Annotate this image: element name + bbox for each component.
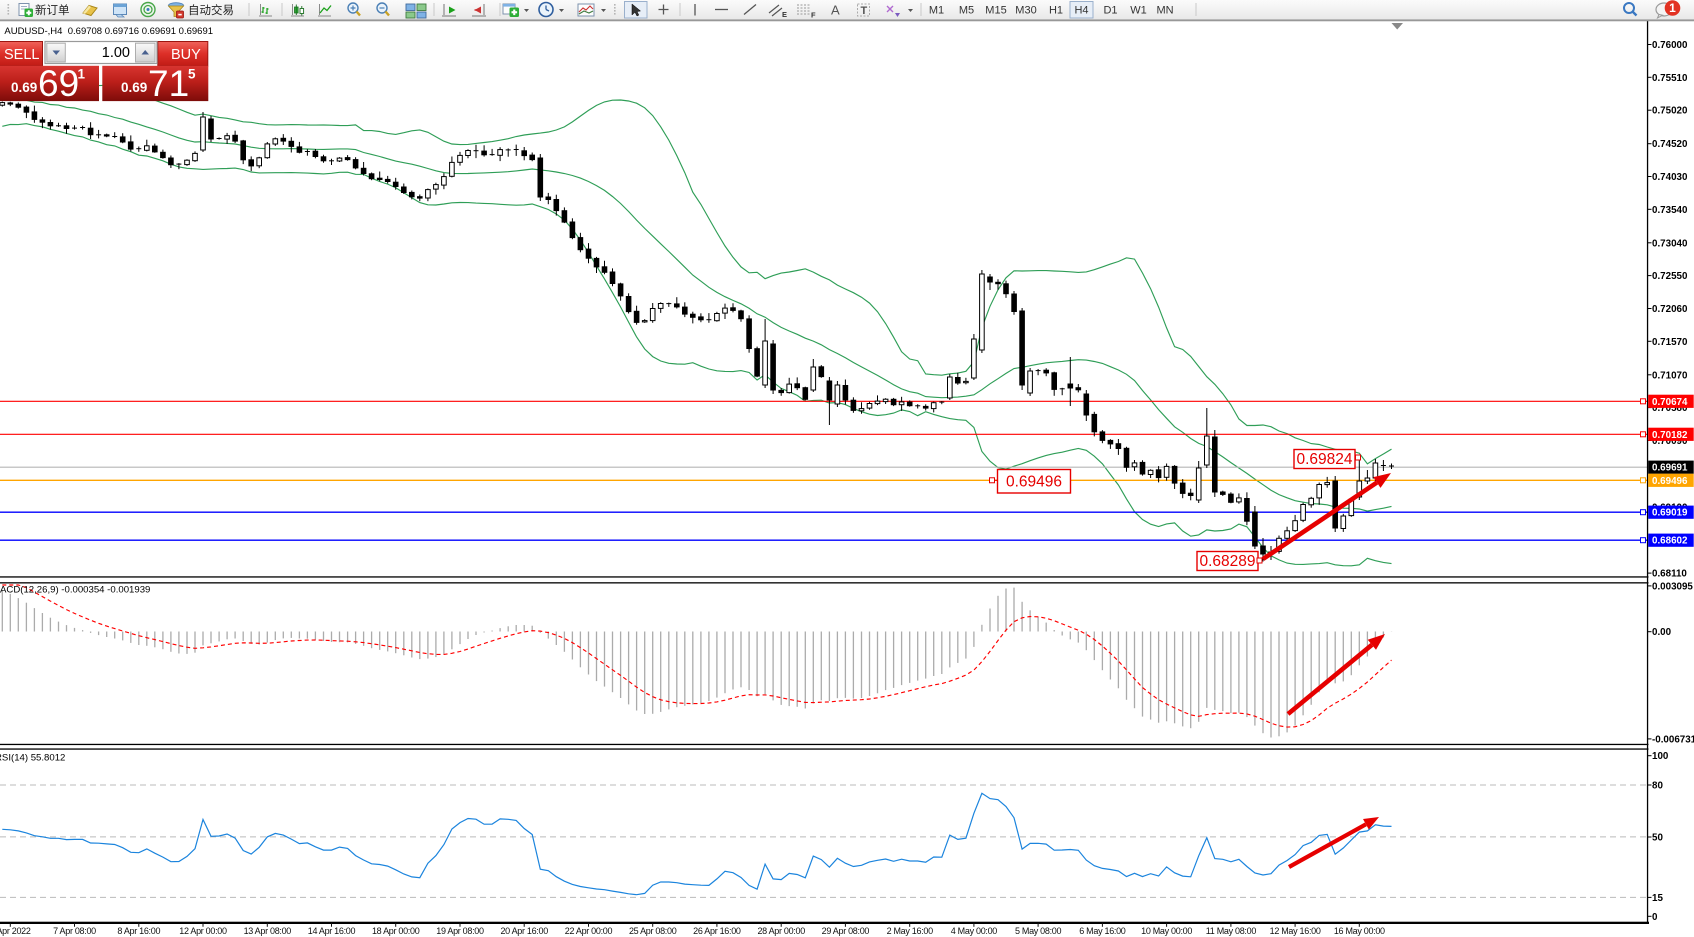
svg-text:0.68289: 0.68289 xyxy=(1199,553,1255,570)
svg-text:自动交易: 自动交易 xyxy=(188,3,234,17)
svg-text:0.73540: 0.73540 xyxy=(1652,205,1688,216)
svg-text:E: E xyxy=(782,10,787,19)
svg-text:0.75020: 0.75020 xyxy=(1652,106,1688,117)
svg-text:MACD(12,26,9) -0.000354 -0.001: MACD(12,26,9) -0.000354 -0.001939 xyxy=(0,585,150,596)
svg-text:5: 5 xyxy=(188,67,196,82)
svg-text:D1: D1 xyxy=(1103,5,1117,17)
svg-text:26 Apr 16:00: 26 Apr 16:00 xyxy=(693,926,741,936)
svg-text:14 Apr 16:00: 14 Apr 16:00 xyxy=(308,926,356,936)
svg-text:0.68602: 0.68602 xyxy=(1652,536,1688,547)
svg-text:11 May 08:00: 11 May 08:00 xyxy=(1206,926,1257,936)
svg-text:M5: M5 xyxy=(959,5,974,17)
svg-text:7 Apr 08:00: 7 Apr 08:00 xyxy=(53,926,96,936)
svg-text:0.69: 0.69 xyxy=(11,80,37,95)
svg-text:50: 50 xyxy=(1652,833,1663,844)
svg-text:12 May 16:00: 12 May 16:00 xyxy=(1270,926,1321,936)
svg-text:15: 15 xyxy=(1652,893,1663,904)
svg-text:29 Apr 08:00: 29 Apr 08:00 xyxy=(822,926,870,936)
svg-text:0.72060: 0.72060 xyxy=(1652,304,1688,315)
svg-text:0.75510: 0.75510 xyxy=(1652,73,1688,84)
svg-text:0.69: 0.69 xyxy=(121,80,147,95)
svg-text:W1: W1 xyxy=(1130,5,1147,17)
svg-text:4 May 00:00: 4 May 00:00 xyxy=(951,926,998,936)
svg-text:0.70580: 0.70580 xyxy=(1652,403,1688,414)
svg-text:71: 71 xyxy=(148,63,189,104)
svg-text:5 May 08:00: 5 May 08:00 xyxy=(1015,926,1062,936)
svg-text:0.76000: 0.76000 xyxy=(1652,40,1688,51)
svg-text:69: 69 xyxy=(38,63,79,104)
svg-text:新订单: 新订单 xyxy=(35,3,70,17)
svg-text:28 Apr 00:00: 28 Apr 00:00 xyxy=(757,926,805,936)
svg-text:0.72550: 0.72550 xyxy=(1652,271,1688,282)
svg-text:A: A xyxy=(831,3,840,18)
svg-text:18 Apr 00:00: 18 Apr 00:00 xyxy=(372,926,420,936)
svg-text:8 Apr 16:00: 8 Apr 16:00 xyxy=(117,926,160,936)
svg-text:1: 1 xyxy=(1669,1,1676,15)
svg-text:0.69824: 0.69824 xyxy=(1296,451,1352,468)
svg-text:22 Apr 00:00: 22 Apr 00:00 xyxy=(565,926,613,936)
svg-text:SELL: SELL xyxy=(4,47,39,63)
svg-text:M30: M30 xyxy=(1015,5,1036,17)
svg-text:RSI(14) 55.8012: RSI(14) 55.8012 xyxy=(0,753,65,764)
svg-text:0.003095: 0.003095 xyxy=(1652,581,1693,592)
svg-text:80: 80 xyxy=(1652,781,1663,792)
svg-text:-0.006731: -0.006731 xyxy=(1652,734,1694,745)
svg-text:AUDUSD-,H4 0.69708 0.69716 0.: AUDUSD-,H4 0.69708 0.69716 0.69691 0.696… xyxy=(4,26,213,37)
svg-text:1.00: 1.00 xyxy=(102,45,130,61)
svg-text:20 Apr 16:00: 20 Apr 16:00 xyxy=(500,926,548,936)
svg-text:T: T xyxy=(861,5,868,17)
svg-text:0.70090: 0.70090 xyxy=(1652,436,1688,447)
svg-text:6 May 16:00: 6 May 16:00 xyxy=(1079,926,1126,936)
svg-text:0.71070: 0.71070 xyxy=(1652,370,1688,381)
svg-text:0.69496: 0.69496 xyxy=(1006,473,1062,490)
svg-text:0.69496: 0.69496 xyxy=(1652,476,1688,487)
svg-text:19 Apr 08:00: 19 Apr 08:00 xyxy=(436,926,484,936)
svg-text:16 May 00:00: 16 May 00:00 xyxy=(1334,926,1385,936)
svg-text:0: 0 xyxy=(1652,912,1658,923)
svg-text:MN: MN xyxy=(1156,5,1173,17)
svg-text:10 May 00:00: 10 May 00:00 xyxy=(1141,926,1192,936)
svg-text:0.71570: 0.71570 xyxy=(1652,337,1688,348)
svg-text:BUY: BUY xyxy=(171,47,201,63)
svg-text:0.70674: 0.70674 xyxy=(1652,397,1688,408)
svg-text:0.69019: 0.69019 xyxy=(1652,508,1688,519)
svg-text:2 May 16:00: 2 May 16:00 xyxy=(887,926,934,936)
svg-text:1: 1 xyxy=(78,67,86,82)
svg-text:0.69691: 0.69691 xyxy=(1652,463,1688,474)
svg-text:100: 100 xyxy=(1652,751,1669,762)
svg-text:0.70182: 0.70182 xyxy=(1652,430,1688,441)
svg-text:H4: H4 xyxy=(1074,5,1088,17)
svg-text:0.68110: 0.68110 xyxy=(1652,569,1687,580)
svg-text:M15: M15 xyxy=(985,5,1006,17)
svg-text:H1: H1 xyxy=(1049,5,1063,17)
svg-text:0.00: 0.00 xyxy=(1652,627,1672,638)
svg-text:13 Apr 08:00: 13 Apr 08:00 xyxy=(244,926,292,936)
svg-text:0.73040: 0.73040 xyxy=(1652,238,1688,249)
svg-text:25 Apr 08:00: 25 Apr 08:00 xyxy=(629,926,677,936)
svg-text:0.74520: 0.74520 xyxy=(1652,139,1688,150)
svg-text:0.74030: 0.74030 xyxy=(1652,172,1688,183)
svg-text:6 Apr 2022: 6 Apr 2022 xyxy=(0,926,31,936)
svg-text:M1: M1 xyxy=(929,5,944,17)
svg-text:12 Apr 00:00: 12 Apr 00:00 xyxy=(179,926,227,936)
svg-text:F: F xyxy=(811,11,816,20)
